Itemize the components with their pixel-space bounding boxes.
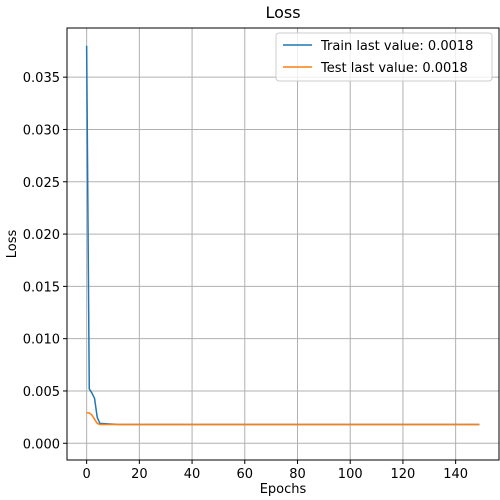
x-tick-label: 60 <box>237 467 254 482</box>
y-tick-label: 0.000 <box>23 437 60 452</box>
x-tick-label: 0 <box>82 467 90 482</box>
y-tick-label: 0.010 <box>23 333 60 348</box>
y-tick-label: 0.035 <box>23 71 60 86</box>
legend-label-test: Test last value: 0.0018 <box>320 61 468 76</box>
x-tick-label: 40 <box>184 467 201 482</box>
x-axis-title: Epochs <box>260 482 307 497</box>
y-tick-label: 0.030 <box>23 123 60 138</box>
x-tick-label: 100 <box>338 467 363 482</box>
chart-title: Loss <box>265 3 300 22</box>
y-tick-label: 0.025 <box>23 176 60 191</box>
legend: Train last value: 0.0018 Test last value… <box>276 33 492 81</box>
y-tick-label: 0.020 <box>23 228 60 243</box>
y-tick-label: 0.015 <box>23 280 60 295</box>
plot-area <box>67 28 499 460</box>
x-tick-label: 20 <box>131 467 148 482</box>
x-tick-label: 80 <box>289 467 306 482</box>
x-tick-label: 140 <box>443 467 468 482</box>
x-tick-label: 120 <box>391 467 416 482</box>
y-tick-label: 0.005 <box>23 385 60 400</box>
legend-label-train: Train last value: 0.0018 <box>320 39 473 54</box>
y-axis-title: Loss <box>5 230 20 259</box>
